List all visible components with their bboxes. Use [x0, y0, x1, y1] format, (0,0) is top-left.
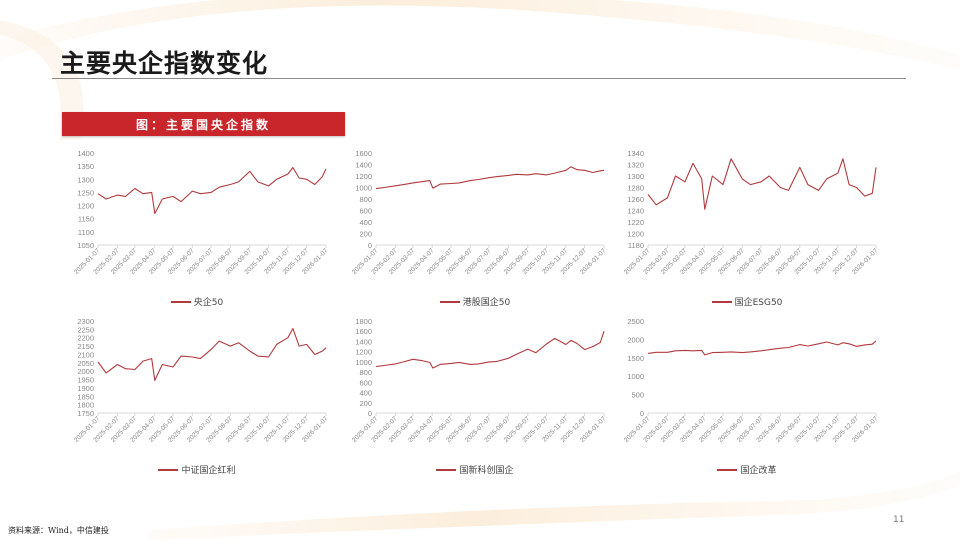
y-tick-label: 1320	[627, 161, 644, 170]
y-tick-label: 1600	[355, 327, 372, 336]
legend-label: 央企50	[193, 298, 224, 308]
page-title: 主要央企指数变化	[60, 49, 269, 78]
y-tick-label: 1180	[628, 241, 644, 250]
y-tick-label: 1850	[77, 392, 94, 401]
y-tick-label: 1750	[77, 409, 94, 418]
legend-line-icon	[439, 300, 460, 303]
series-line	[375, 331, 605, 369]
series-line	[97, 166, 327, 215]
y-tick-label: 1000	[355, 358, 372, 367]
y-tick-label: 2150	[77, 342, 94, 351]
source-note: 资料来源：Wind，中信建投	[8, 526, 109, 535]
y-tick-label: 1300	[627, 172, 644, 181]
y-tick-label: 1200	[355, 172, 372, 181]
chart-csi-soe-dividend: 1750 1800 1850 1900 1950 2000 2050 2100 2150 2200…	[62, 313, 332, 478]
y-tick-label: 800	[359, 368, 372, 377]
legend-line-icon	[436, 468, 457, 471]
y-tick-label: 1100	[78, 228, 94, 237]
y-tick-label: 1950	[77, 376, 94, 385]
chart-soe-reform: 0 500 1000 1500 2000 2500 2025-01-07 2025-02-07…	[612, 313, 882, 478]
y-tick-label: 1000	[627, 372, 644, 381]
y-tick-label: 1240	[627, 207, 644, 216]
y-tick-label: 1250	[77, 188, 94, 197]
y-tick-label: 600	[359, 378, 372, 387]
chart-soe-esg50: 1180 1200 1220 1240 1260 1280 1300 1320 1340 2025…	[612, 145, 882, 310]
chart-legend: 国企ESG50	[612, 295, 882, 308]
y-tick-label: 1150	[78, 215, 94, 224]
chart-legend: 中证国企红利	[62, 463, 332, 476]
y-tick-label: 1600	[355, 149, 372, 158]
y-tick-label: 1400	[355, 161, 372, 170]
y-tick-label: 0	[368, 241, 372, 250]
y-tick-label: 400	[359, 389, 372, 398]
y-tick-label: 0	[640, 409, 644, 418]
y-tick-label: 1340	[627, 149, 644, 158]
series-line	[97, 327, 327, 381]
chart-legend: 央企50	[62, 295, 332, 308]
legend-label: 国新科创国企	[459, 466, 514, 476]
y-tick-label: 1260	[627, 195, 644, 204]
legend-line-icon	[170, 300, 191, 303]
y-tick-label: 2500	[627, 317, 644, 326]
legend-label: 国企ESG50	[734, 298, 783, 308]
y-tick-label: 1350	[77, 162, 94, 171]
y-tick-label: 1200	[355, 348, 372, 357]
y-tick-label: 200	[359, 230, 372, 239]
y-tick-label: 1220	[627, 218, 644, 227]
legend-label: 国企改革	[740, 466, 777, 476]
y-tick-label: 1900	[77, 384, 94, 393]
y-tick-label: 400	[359, 218, 372, 227]
chart-legend: 国企改革	[612, 463, 882, 476]
y-tick-label: 1200	[627, 230, 644, 239]
legend-label: 中证国企红利	[181, 466, 236, 476]
y-tick-label: 500	[631, 391, 644, 400]
y-tick-label: 1400	[355, 337, 372, 346]
y-tick-label: 1300	[77, 175, 94, 184]
y-tick-label: 0	[368, 409, 372, 418]
series-line	[375, 166, 605, 190]
y-tick-label: 1800	[77, 401, 94, 410]
legend-line-icon	[158, 468, 179, 471]
chart-legend: 港股国企50	[340, 295, 610, 308]
chart-legend: 国新科创国企	[340, 463, 610, 476]
figure-banner: 图：主要国央企指数	[62, 112, 345, 136]
chart-guoxin-tech-soe: 0 200 400 600 800 1000 1200 1400 1600 1800 2025-01…	[340, 313, 610, 478]
y-tick-label: 1000	[355, 184, 372, 193]
page-number: 11	[893, 515, 905, 525]
y-tick-label: 1280	[627, 184, 644, 193]
y-tick-label: 2300	[77, 317, 94, 326]
y-tick-label: 2250	[77, 325, 94, 334]
y-tick-label: 2200	[77, 334, 94, 343]
legend-label: 港股国企50	[462, 298, 511, 308]
series-line	[647, 158, 877, 210]
chart-yangqi50: 1050 1100 1150 1200 1250 1300 1350 1400 2025-01-…	[62, 145, 332, 310]
y-tick-label: 1400	[77, 149, 94, 158]
title-divider	[52, 78, 906, 79]
y-tick-label: 1800	[355, 317, 372, 326]
y-tick-label: 2050	[77, 359, 94, 368]
chart-hk-soe50: 0 200 400 600 800 1000 1200 1400 1600 2025-01-07 2…	[340, 145, 610, 310]
y-tick-label: 1500	[627, 354, 644, 363]
y-tick-label: 2100	[77, 350, 94, 359]
y-tick-label: 1050	[77, 241, 94, 250]
y-tick-label: 800	[359, 195, 372, 204]
y-tick-label: 600	[359, 207, 372, 216]
y-tick-label: 200	[359, 399, 372, 408]
y-tick-label: 1200	[77, 202, 94, 211]
series-line	[647, 340, 877, 356]
legend-line-icon	[717, 468, 738, 471]
legend-line-icon	[711, 300, 732, 303]
y-tick-label: 2000	[627, 335, 644, 344]
y-tick-label: 2000	[77, 367, 94, 376]
